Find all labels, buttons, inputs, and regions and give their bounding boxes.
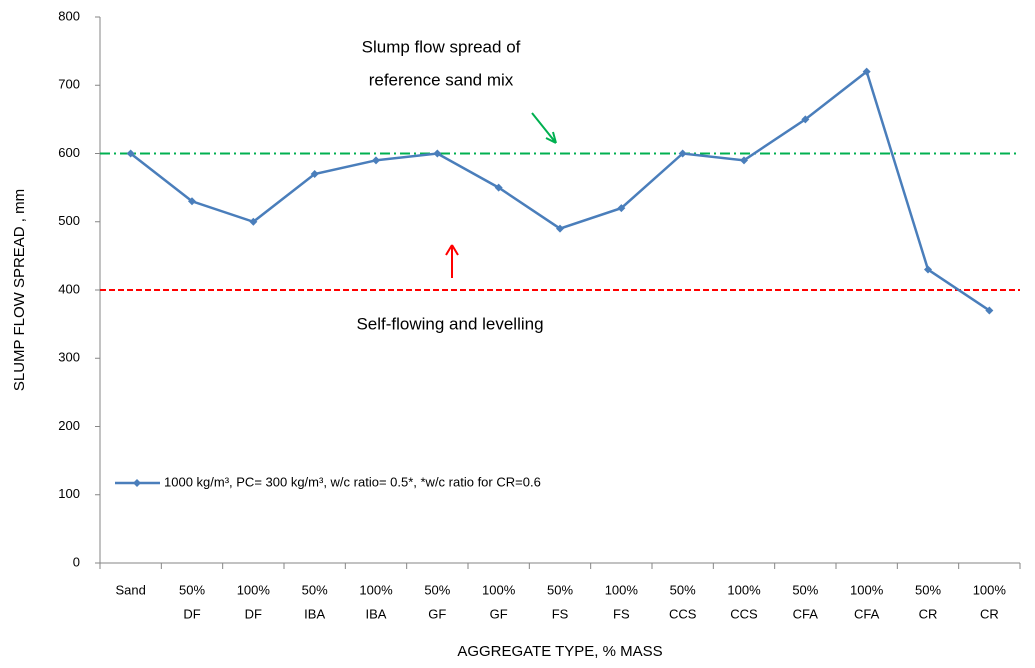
x-tick-label: Sand: [115, 582, 145, 597]
data-point: [617, 204, 626, 213]
data-point: [433, 149, 442, 158]
y-tick-label: 100: [58, 486, 80, 501]
data-point: [801, 115, 810, 124]
x-tick-label: 50%: [179, 582, 205, 597]
x-tick-label: GF: [428, 606, 446, 621]
y-tick-label: 200: [58, 418, 80, 433]
x-tick-label: 50%: [670, 582, 696, 597]
legend-label: 1000 kg/m³, PC= 300 kg/m³, w/c ratio= 0.…: [164, 474, 541, 489]
x-tick-label: IBA: [304, 606, 325, 621]
data-point: [188, 197, 196, 206]
x-tick-label: CFA: [793, 606, 819, 621]
series-line: [129, 69, 991, 312]
annotation-arrow: [445, 244, 459, 278]
x-tick-label: 100%: [605, 582, 639, 597]
x-tick-label: GF: [490, 606, 508, 621]
data-point: [249, 217, 258, 226]
x-tick-label: DF: [183, 606, 200, 621]
data-point: [126, 149, 135, 158]
data-point: [310, 169, 319, 178]
data-point: [985, 306, 994, 315]
x-tick-label: 100%: [973, 582, 1007, 597]
x-tick-label: 100%: [850, 582, 884, 597]
x-tick-label: IBA: [366, 606, 387, 621]
x-tick-label: FS: [552, 606, 569, 621]
x-tick-label: 100%: [727, 582, 761, 597]
y-tick-label: 400: [58, 281, 80, 296]
x-tick-label: CR: [980, 606, 999, 621]
data-point: [494, 183, 503, 192]
data-point: [740, 156, 748, 165]
data-point: [372, 156, 380, 165]
annotation-arrow: [531, 112, 557, 144]
y-tick-label: 700: [58, 77, 80, 92]
x-tick-label: 50%: [547, 582, 573, 597]
x-tick-label: 100%: [359, 582, 393, 597]
annotation: reference sand mix: [369, 70, 514, 89]
data-point: [678, 149, 687, 158]
data-point: [924, 265, 932, 274]
x-tick-label: CR: [919, 606, 938, 621]
y-tick-label: 300: [58, 350, 80, 365]
legend-marker: [133, 479, 141, 487]
x-axis-label: AGGREGATE TYPE, % MASS: [457, 643, 662, 660]
data-point: [556, 224, 564, 233]
y-tick-label: 500: [58, 213, 80, 228]
x-tick-label: CCS: [730, 606, 758, 621]
y-axis-label: SLUMP FLOW SPREAD , mm: [11, 189, 28, 391]
x-tick-label: 50%: [915, 582, 941, 597]
x-tick-label: DF: [245, 606, 262, 621]
data-point: [862, 67, 871, 76]
y-tick-label: 800: [58, 8, 80, 23]
annotation: Slump flow spread of: [362, 37, 521, 56]
x-tick-label: 100%: [482, 582, 516, 597]
x-tick-label: FS: [613, 606, 630, 621]
x-tick-label: CFA: [854, 606, 880, 621]
annotation: Self-flowing and levelling: [356, 314, 543, 333]
x-tick-label: CCS: [669, 606, 697, 621]
y-tick-label: 0: [73, 554, 80, 569]
x-tick-label: 50%: [424, 582, 450, 597]
x-tick-label: 100%: [237, 582, 271, 597]
y-tick-label: 600: [58, 145, 80, 160]
x-tick-label: 50%: [792, 582, 818, 597]
x-tick-label: 50%: [302, 582, 328, 597]
